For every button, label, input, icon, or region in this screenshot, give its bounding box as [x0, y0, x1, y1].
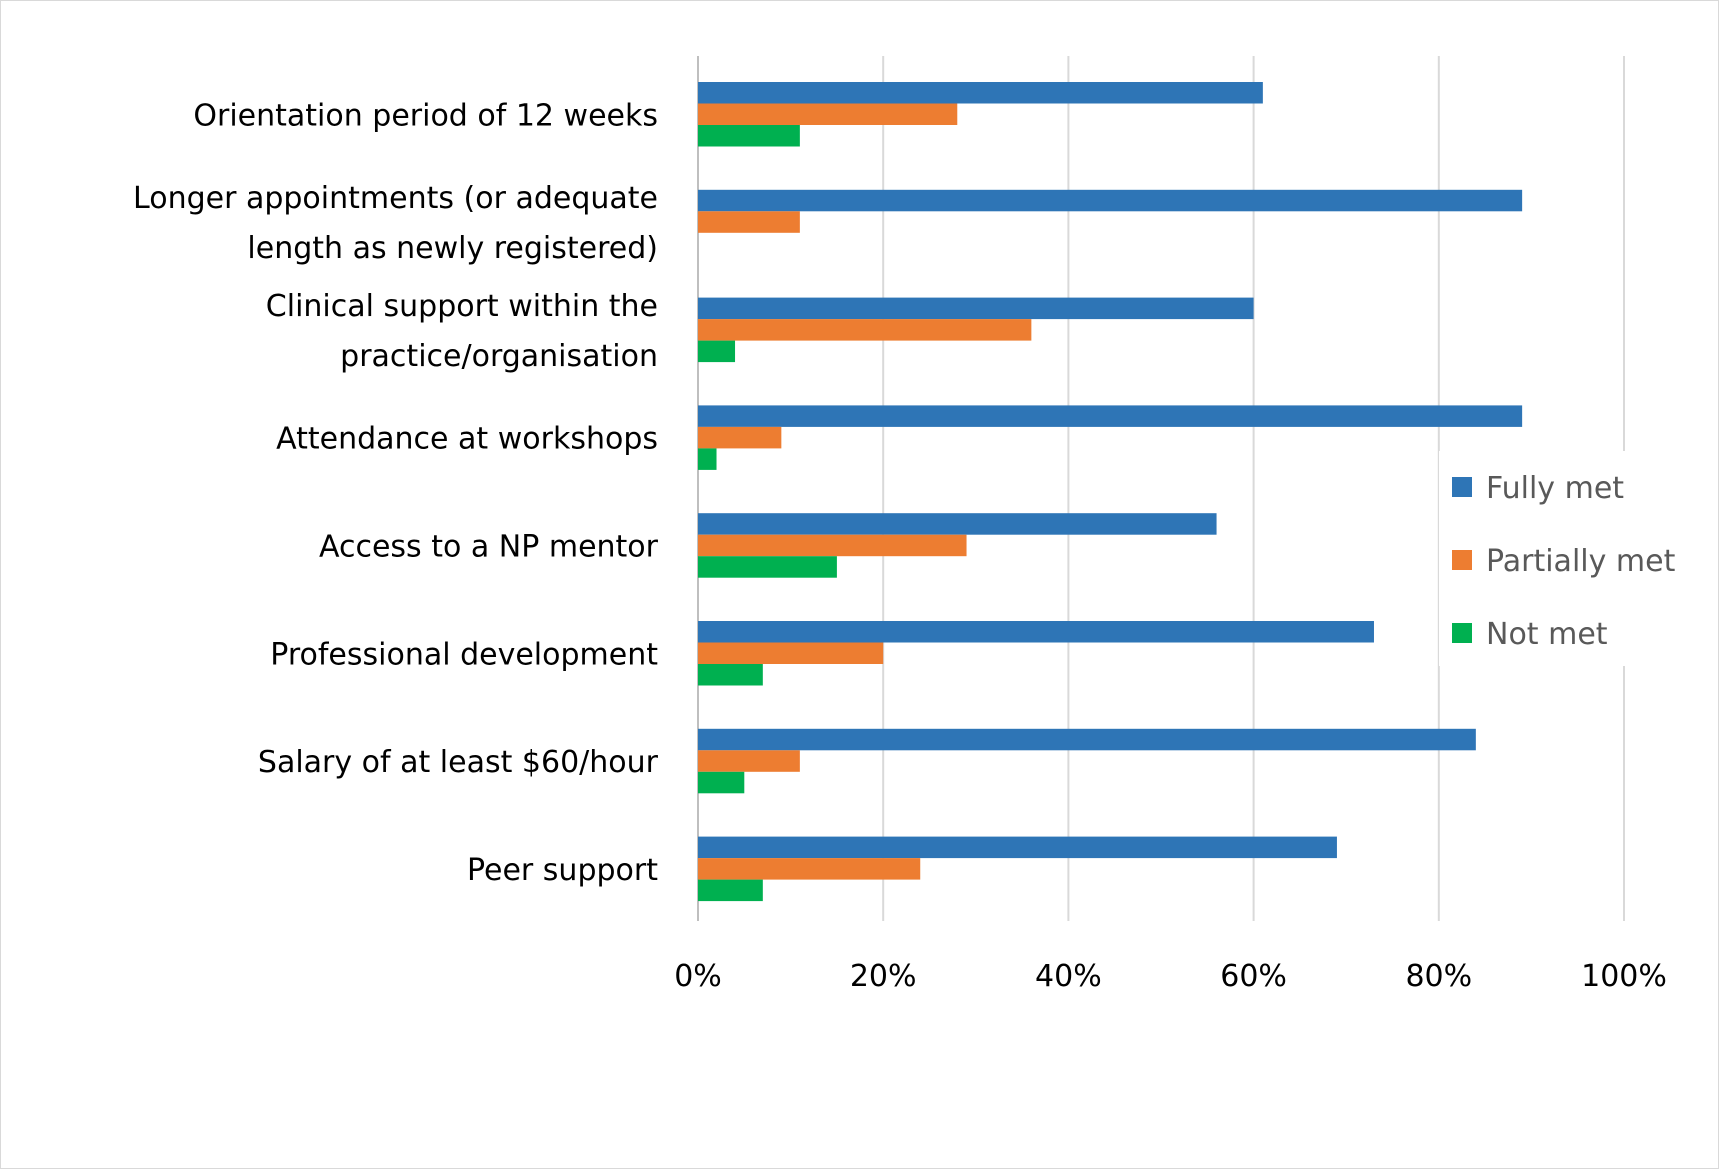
category-label: Access to a NP mentor	[319, 529, 659, 564]
category-label: Longer appointments (or adequate	[133, 181, 658, 216]
bar-fully-met	[698, 82, 1263, 104]
category-label: Orientation period of 12 weeks	[193, 98, 658, 133]
bar-fully-met	[698, 728, 1476, 751]
bar-not-met	[698, 125, 800, 147]
x-axis-tick-labels: 0% 20% 40% 60% 80% 100%	[674, 959, 1667, 994]
bar-partially-met	[698, 750, 800, 772]
bar-not-met	[698, 340, 736, 363]
x-tick-label: 20%	[850, 959, 917, 994]
bar-partially-met	[698, 211, 800, 233]
category-labels: Orientation period of 12 weeks Longer app…	[133, 98, 659, 888]
legend-swatch	[1452, 477, 1472, 497]
bar-not-met	[698, 879, 763, 902]
x-tick-label: 80%	[1405, 959, 1472, 994]
x-tick-label: 40%	[1035, 959, 1102, 994]
category-label: length as newly registered)	[247, 231, 658, 266]
legend-swatch	[1452, 623, 1472, 643]
category-label: Clinical support within the	[266, 289, 658, 324]
bar-partially-met	[698, 103, 958, 125]
bar-fully-met	[698, 405, 1523, 427]
legend-label: Fully met	[1486, 471, 1624, 506]
category-label: Professional development	[270, 637, 658, 672]
legend-label: Partially met	[1486, 544, 1676, 579]
legend-label: Not met	[1486, 617, 1608, 652]
bar-partially-met	[698, 426, 782, 449]
bar-partially-met	[698, 858, 921, 880]
bar-partially-met	[698, 319, 1032, 341]
bar-fully-met	[698, 297, 1254, 320]
bar-fully-met	[698, 189, 1523, 212]
bar-not-met	[698, 771, 745, 794]
bar-not-met	[698, 556, 837, 578]
bar-partially-met	[698, 642, 884, 664]
category-label: Salary of at least $60/hour	[258, 745, 659, 780]
category-label: Attendance at workshops	[276, 422, 658, 457]
x-tick-label: 60%	[1220, 959, 1287, 994]
category-label: practice/organisation	[340, 339, 658, 374]
bar-not-met	[698, 664, 763, 686]
legend-background	[1439, 451, 1707, 666]
bar-fully-met	[698, 621, 1374, 643]
bars	[698, 82, 1523, 902]
legend-swatch	[1452, 550, 1472, 570]
x-tick-label: 100%	[1581, 959, 1667, 994]
category-label: Peer support	[467, 853, 658, 888]
bar-not-met	[698, 448, 717, 470]
legend: Fully met Partially met Not met	[1439, 451, 1707, 666]
bar-fully-met	[698, 513, 1217, 535]
bar-partially-met	[698, 534, 967, 557]
x-tick-label: 0%	[674, 959, 722, 994]
bar-fully-met	[698, 836, 1337, 859]
